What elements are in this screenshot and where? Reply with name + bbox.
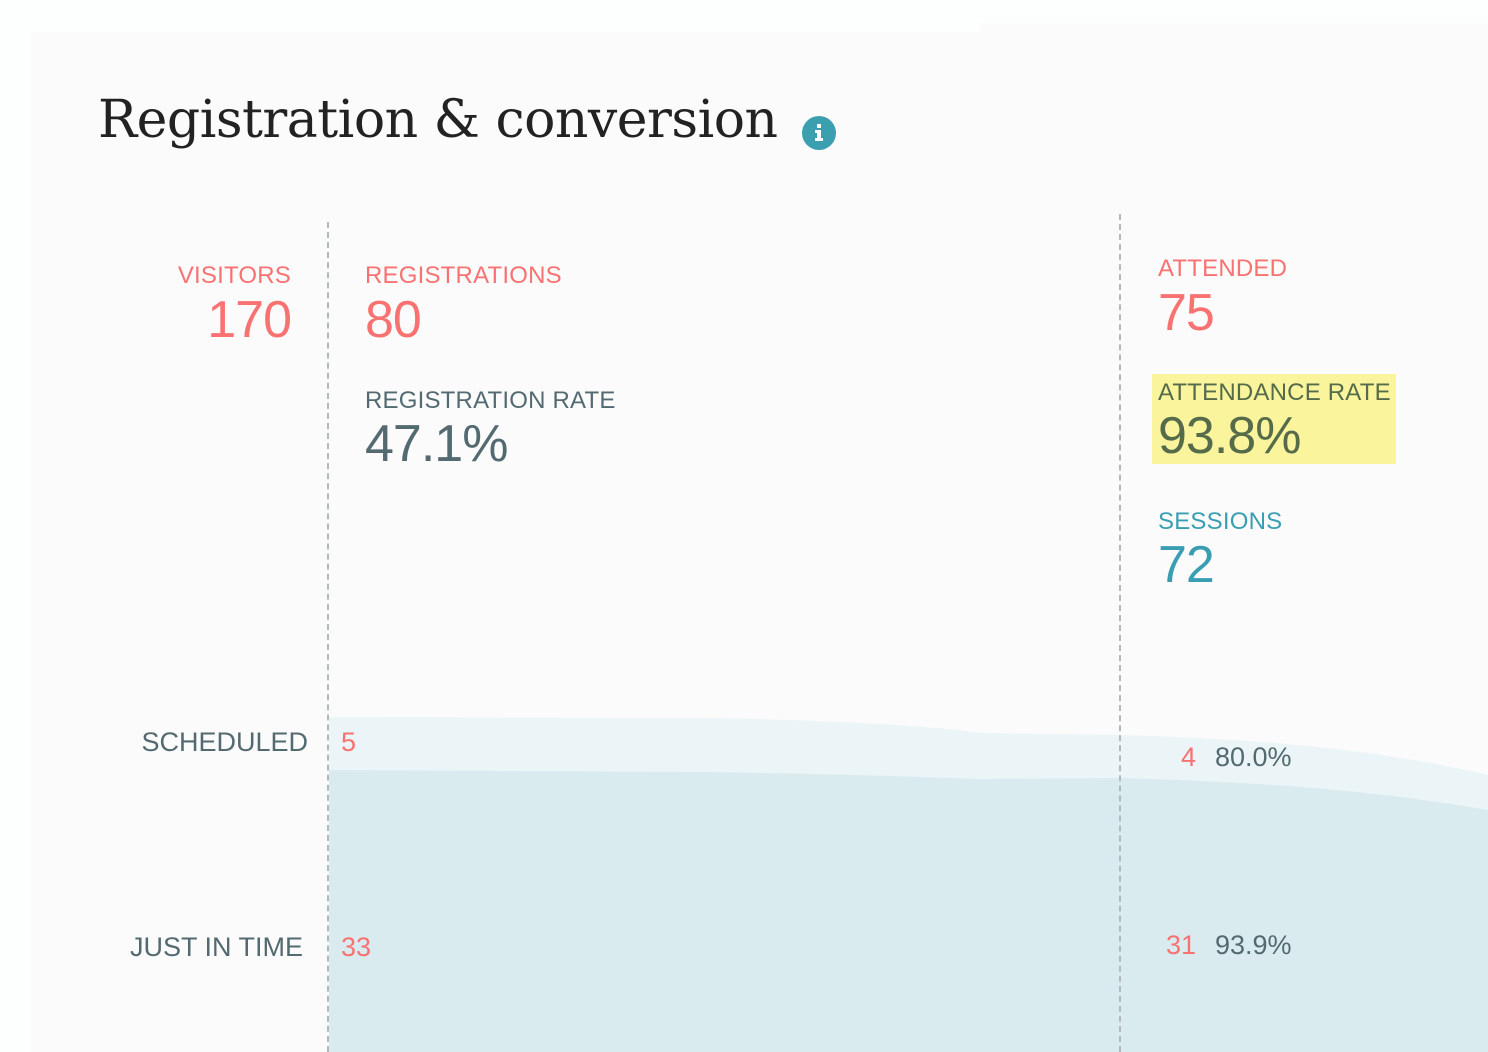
attended-value: 75	[1158, 284, 1215, 342]
just-in-time-attended: 31	[1165, 930, 1196, 960]
just-in-time-row-label: JUST IN TIME	[129, 932, 303, 962]
registrations-divider	[327, 222, 329, 1052]
scheduled-row-label: SCHEDULED	[141, 727, 308, 757]
scheduled-attendance-rate: 80.0%	[1215, 742, 1292, 772]
just-in-time-registrations: 33	[341, 932, 372, 962]
registrations-value: 80	[365, 291, 422, 349]
sessions-value: 72	[1158, 536, 1215, 594]
just-in-time-flow-band	[329, 770, 1488, 1052]
visitors-label: VISITORS	[177, 262, 291, 289]
attended-divider	[1119, 214, 1121, 1052]
info-icon[interactable]	[802, 116, 836, 150]
page-title: Registration & conversion	[98, 90, 778, 150]
just-in-time-attendance-rate: 93.9%	[1215, 930, 1292, 960]
attendance-rate-highlight	[1152, 374, 1396, 464]
registrations-label: REGISTRATIONS	[365, 262, 562, 289]
attended-label: ATTENDED	[1158, 255, 1288, 282]
registration-rate-label: REGISTRATION RATE	[365, 387, 616, 414]
attendance-rate-label: ATTENDANCE RATE	[1158, 379, 1391, 406]
attendance-rate-value: 93.8%	[1158, 407, 1301, 465]
visitors-value: 170	[207, 291, 292, 349]
registration-rate-value: 47.1%	[365, 415, 508, 473]
sessions-label: SESSIONS	[1158, 508, 1283, 535]
scheduled-registrations: 5	[341, 727, 357, 757]
scheduled-attended: 4	[1180, 742, 1196, 772]
info-glyph-icon	[815, 124, 823, 141]
